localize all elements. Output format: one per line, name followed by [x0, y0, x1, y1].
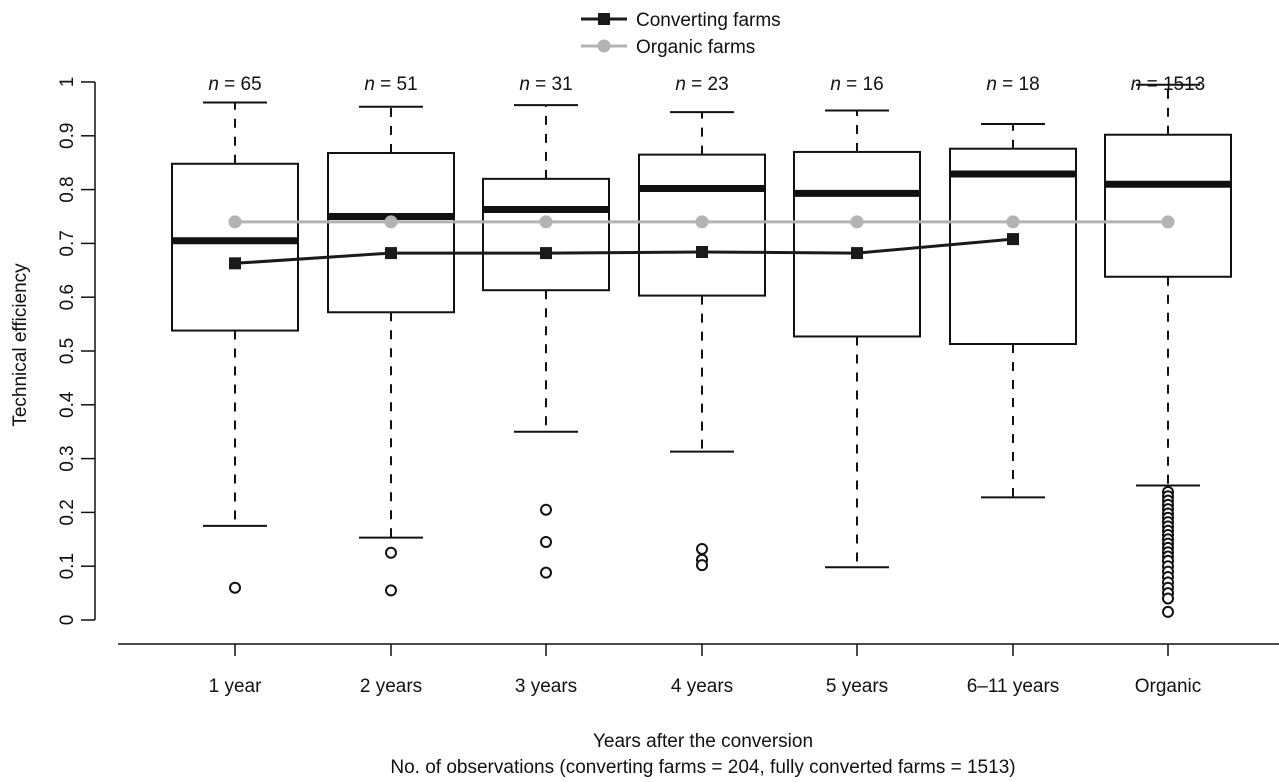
box-3	[482, 104, 610, 579]
n-label: n = 23	[675, 74, 728, 95]
legend: Converting farms Organic farms	[581, 10, 781, 58]
y-axis: 0 0.1 0.2 0.3 0.4 0.5 0.6 0.7 0.8 0.9 1	[57, 77, 96, 626]
outlier-point	[696, 542, 708, 555]
iqr-box	[1104, 133, 1232, 278]
series-marker	[228, 215, 242, 229]
x-axis: 1 year 2 years 3 years 4 years 5 years 6–11 y…	[118, 643, 1279, 697]
y-tick-label: 0.3	[57, 445, 78, 471]
series-line	[234, 237, 1014, 265]
series-marker	[850, 215, 864, 229]
n-label-symbol: n	[986, 74, 1002, 95]
y-tick-label: 0.2	[57, 499, 78, 525]
legend-marker	[598, 13, 610, 25]
series-converting-farms	[229, 233, 1019, 270]
y-tick-label: 0.9	[57, 123, 78, 149]
n-label-symbol: n	[1131, 74, 1147, 95]
y-tick-label: 1	[57, 77, 78, 88]
y-tick-label: 0.8	[57, 176, 78, 202]
box-6	[949, 122, 1077, 499]
n-label-symbol: n	[208, 74, 224, 95]
n-label-value: = 1513	[1147, 74, 1206, 95]
series-marker	[696, 246, 708, 259]
iqr-box	[638, 153, 766, 297]
n-label: n = 65	[208, 74, 261, 95]
box-4	[638, 111, 766, 572]
box-1	[171, 101, 299, 594]
outlier-point	[385, 584, 397, 597]
n-label: n = 18	[986, 74, 1039, 95]
iqr-box	[793, 150, 921, 338]
series-marker	[539, 215, 553, 229]
legend-marker	[597, 39, 611, 53]
x-tick-label: Organic	[1135, 676, 1202, 697]
y-tick-label: 0.6	[57, 284, 78, 310]
series-marker	[1007, 233, 1019, 246]
series-marker	[540, 247, 552, 260]
outlier-point	[540, 535, 552, 548]
n-label-symbol: n	[830, 74, 846, 95]
x-tick-label: 1 year	[209, 676, 262, 697]
x-axis-title: Years after the conversion	[593, 731, 813, 752]
n-label: n = 16	[830, 74, 883, 95]
n-label-value: = 65	[224, 74, 262, 95]
series-marker	[385, 247, 397, 260]
n-label-value: = 18	[1002, 74, 1040, 95]
box-2	[327, 105, 455, 597]
outlier-point	[229, 581, 241, 594]
y-tick-label: 0.7	[57, 230, 78, 256]
outlier-point	[540, 503, 552, 516]
n-label-value: = 23	[691, 74, 729, 95]
x-tick-label: 6–11 years	[967, 676, 1060, 697]
n-label: n = 1513	[1131, 74, 1206, 95]
n-label-value: = 16	[846, 74, 884, 95]
series-marker	[384, 215, 398, 229]
y-tick-label: 0.1	[57, 553, 78, 579]
outlier-point	[1162, 605, 1174, 618]
x-tick-label: 4 years	[671, 676, 733, 697]
outlier-point	[385, 546, 397, 559]
series-marker	[851, 247, 863, 260]
series-marker	[1006, 215, 1020, 229]
series-organic-farms	[228, 215, 1175, 229]
box-7	[1104, 83, 1232, 618]
series-lines	[228, 215, 1175, 270]
n-label-symbol: n	[675, 74, 691, 95]
iqr-box	[482, 177, 610, 292]
n-label: n = 31	[519, 74, 572, 95]
box-5	[793, 109, 921, 569]
boxes	[171, 83, 1232, 618]
x-tick-label: 5 years	[826, 676, 888, 697]
series-marker	[1161, 215, 1175, 229]
n-label: n = 51	[364, 74, 417, 95]
y-axis-title: Technical efficiency	[10, 263, 31, 427]
outlier-point	[1162, 592, 1174, 605]
iqr-box	[171, 162, 299, 332]
legend-label: Converting farms	[636, 10, 781, 31]
y-tick-label: 0	[57, 615, 78, 626]
y-tick-label: 0.5	[57, 338, 78, 364]
n-label-value: = 31	[535, 74, 573, 95]
n-label-value: = 51	[380, 74, 418, 95]
series-marker	[229, 257, 241, 270]
x-tick-label: 3 years	[515, 676, 577, 697]
legend-item-organic-farms: Organic farms	[581, 37, 755, 58]
series-marker	[695, 215, 709, 229]
n-label-symbol: n	[364, 74, 380, 95]
outlier-point	[540, 566, 552, 579]
x-axis-subtitle: No. of observations (converting farms = …	[390, 757, 1015, 778]
legend-label: Organic farms	[636, 37, 755, 58]
legend-item-converting-farms: Converting farms	[581, 10, 781, 31]
iqr-box	[327, 152, 455, 314]
outlier-point	[696, 559, 708, 572]
y-tick-label: 0.4	[57, 391, 78, 418]
n-labels: n = 65 n = 51 n = 31 n = 23 n = 16 n = 18 n = …	[208, 74, 1205, 95]
n-label-symbol: n	[519, 74, 535, 95]
iqr-box	[949, 147, 1077, 346]
x-tick-label: 2 years	[360, 676, 422, 697]
